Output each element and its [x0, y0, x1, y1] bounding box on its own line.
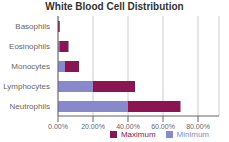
svg-text:40.00%: 40.00%: [116, 123, 140, 130]
svg-text:80.00%: 80.00%: [186, 123, 210, 130]
svg-text:Lymphocytes: Lymphocytes: [8, 82, 50, 91]
svg-text:60.00%: 60.00%: [151, 123, 175, 130]
svg-text:20.00%: 20.00%: [81, 123, 105, 130]
html-text:Minimum: Minimum: [176, 130, 209, 139]
svg-text:Eosinophils: Eosinophils: [9, 42, 50, 51]
html-text:Maximum: Maximum: [120, 130, 156, 139]
svg-text:Neutrophils: Neutrophils: [10, 102, 50, 111]
svg-text:0.00%: 0.00%: [48, 123, 68, 130]
html-text:White Blood Cell Distribution: White Blood Cell Distribution: [45, 1, 184, 12]
svg-text:Basophils: Basophils: [15, 22, 50, 31]
svg-text:Monocytes: Monocytes: [11, 62, 50, 71]
